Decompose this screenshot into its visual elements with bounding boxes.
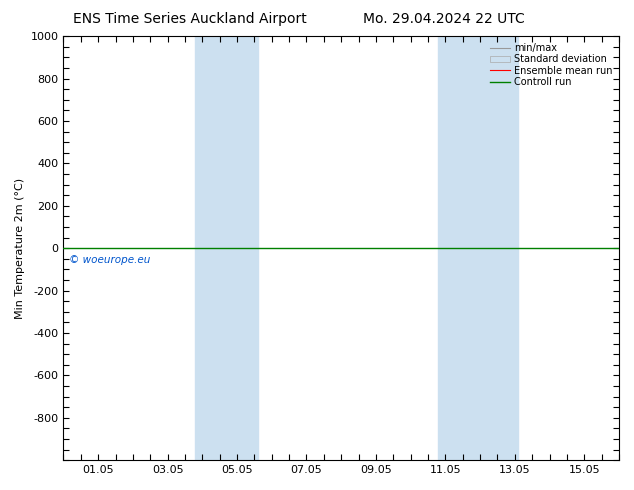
Legend: min/max, Standard deviation, Ensemble mean run, Controll run: min/max, Standard deviation, Ensemble me… (488, 41, 614, 89)
Text: Mo. 29.04.2024 22 UTC: Mo. 29.04.2024 22 UTC (363, 12, 525, 26)
Y-axis label: Min Temperature 2m (°C): Min Temperature 2m (°C) (15, 177, 25, 318)
Text: © woeurope.eu: © woeurope.eu (69, 254, 150, 265)
Bar (439, 36, 519, 460)
Bar (195, 36, 258, 460)
Text: ENS Time Series Auckland Airport: ENS Time Series Auckland Airport (74, 12, 307, 26)
